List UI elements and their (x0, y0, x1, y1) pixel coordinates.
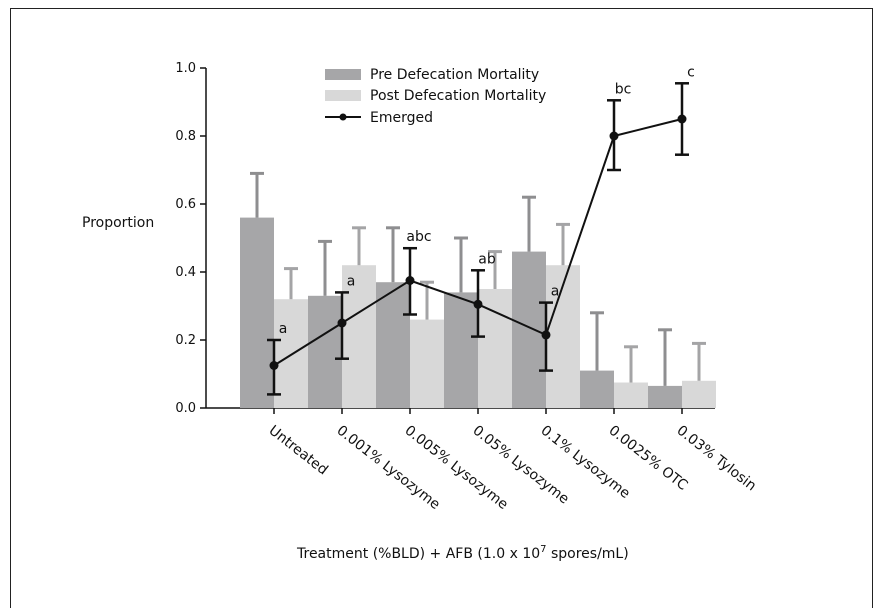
emerged-point (677, 114, 687, 124)
emerged-point (609, 131, 619, 141)
post-defecation-bar (342, 265, 376, 408)
legend-marker-emerged (339, 113, 347, 121)
pre-defecation-bar (308, 295, 342, 408)
legend-label-post: Post Defecation Mortality (370, 88, 546, 104)
pre-defecation-bar (240, 217, 274, 408)
x-tick-label: Untreated (266, 423, 331, 479)
x-axis-label-superscript: 7 (540, 544, 546, 555)
bars (240, 171, 716, 408)
y-tick-label: 0.2 (175, 333, 196, 348)
emerged-point (473, 299, 483, 309)
x-axis-label-main: Treatment (%BLD) + AFB (1.0 x 10 (296, 546, 540, 562)
post-defecation-bar (478, 289, 512, 408)
legend: Pre Defecation Mortality Post Defecation … (325, 67, 546, 126)
post-defecation-bar (682, 380, 716, 408)
significance-label: abc (406, 229, 431, 245)
y-tick-label: 0.0 (175, 401, 196, 416)
pre-defecation-bar (648, 385, 682, 408)
figure-frame (10, 8, 873, 608)
pre-defecation-bar (512, 251, 546, 408)
post-defecation-bar (546, 265, 580, 408)
x-axis-label: Treatment (%BLD) + AFB (1.0 x 107 spores… (296, 544, 629, 562)
emerged-point (405, 276, 415, 285)
significance-label: a (347, 273, 356, 289)
y-tick-label: 0.8 (175, 129, 196, 144)
significance-label: c (687, 64, 695, 80)
emerged-point (269, 361, 279, 370)
y-tick-label: 0.4 (175, 265, 196, 280)
significance-label: a (279, 321, 288, 337)
significance-label: ab (478, 251, 496, 267)
y-tick-label: 0.6 (175, 197, 196, 212)
post-defecation-bar (274, 299, 308, 408)
emerged-point (337, 318, 347, 328)
legend-swatch-post (325, 90, 361, 101)
legend-label-emerged: Emerged (370, 110, 433, 126)
legend-label-pre: Pre Defecation Mortality (370, 67, 539, 83)
significance-label: bc (615, 81, 632, 97)
y-axis-label: Proportion (82, 215, 154, 231)
pre-defecation-bar (376, 282, 410, 408)
pre-defecation-bar (444, 292, 478, 408)
legend-swatch-pre (325, 69, 361, 80)
pre-defecation-bar (580, 370, 614, 408)
significance-label: a (551, 284, 560, 300)
emerged-point (541, 330, 551, 340)
post-defecation-bar (410, 319, 444, 408)
post-defecation-bar (614, 382, 648, 408)
y-tick-label: 1.0 (175, 61, 196, 76)
x-axis-label-tail: spores/mL) (547, 546, 629, 562)
